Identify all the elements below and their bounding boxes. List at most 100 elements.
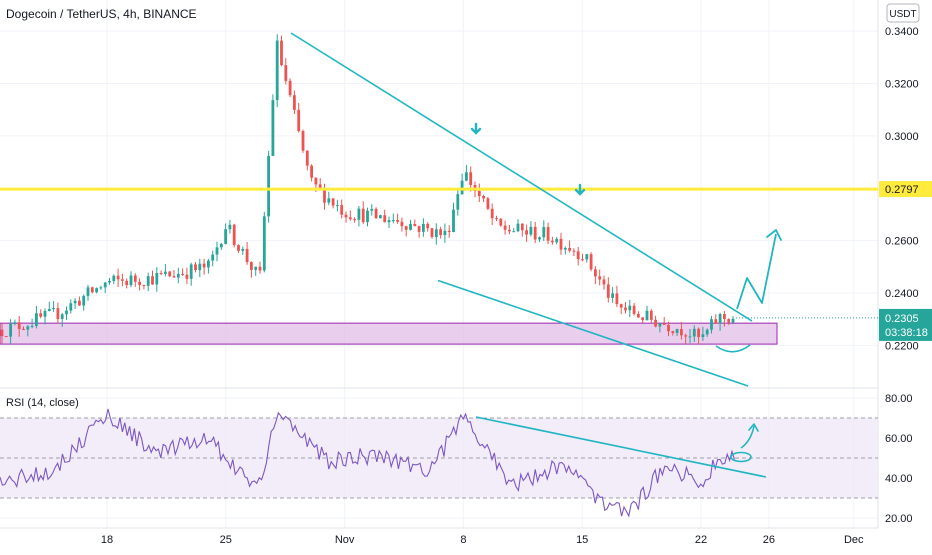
- time-tick-label: 8: [460, 534, 466, 546]
- candle-body: [701, 334, 705, 338]
- candle-body: [602, 279, 606, 285]
- candle-body: [482, 195, 485, 199]
- candle-body: [168, 271, 172, 277]
- candle-body: [219, 243, 223, 248]
- rsi-arrow-path[interactable]: [740, 425, 755, 449]
- down-arrow-icon[interactable]: [470, 122, 482, 135]
- rsi-trendline[interactable]: [475, 416, 767, 478]
- candle-body: [258, 266, 262, 271]
- candle-body: [47, 309, 51, 311]
- candle-body: [357, 208, 361, 220]
- rsi-circle[interactable]: [730, 451, 752, 463]
- candle-body: [323, 187, 326, 203]
- candle-body: [340, 205, 344, 215]
- candle-body: [710, 319, 713, 330]
- upper-trendline[interactable]: [290, 32, 753, 322]
- candle-body: [705, 329, 709, 335]
- candle-body: [671, 331, 675, 333]
- candle-body: [262, 216, 266, 271]
- candle-body: [426, 223, 430, 229]
- candle-body: [39, 313, 43, 317]
- currency-badge-box: [886, 3, 920, 23]
- rsi-panel-label[interactable]: RSI (14, close): [6, 397, 79, 409]
- candle-body: [379, 215, 382, 219]
- current-price-label: 0.2305: [885, 313, 919, 325]
- candle-body: [26, 326, 30, 330]
- candle-body: [73, 300, 77, 304]
- candle-body: [353, 219, 356, 221]
- rsi-band-layer: [0, 417, 878, 499]
- candle-body: [60, 314, 64, 320]
- candle-body: [56, 308, 60, 320]
- candle-body: [542, 227, 546, 238]
- candle-body: [374, 208, 378, 219]
- candle-body: [224, 229, 227, 244]
- candle-body: [82, 295, 86, 306]
- candle-body: [95, 288, 98, 293]
- smile-curve[interactable]: [715, 344, 751, 353]
- candle-body: [503, 225, 507, 230]
- candle-body: [533, 226, 537, 240]
- candle-body: [314, 177, 318, 185]
- candle-body: [159, 272, 163, 274]
- candle-body: [133, 275, 137, 282]
- candle-body: [624, 307, 627, 311]
- rsi-tick-label: 80.00: [885, 393, 913, 405]
- countdown-label: 03:38:18: [885, 327, 928, 339]
- rsi-band: [0, 418, 878, 498]
- candle-body: [185, 274, 189, 279]
- candle-body: [366, 210, 369, 223]
- candle-body: [409, 224, 412, 230]
- candle-body: [348, 217, 352, 220]
- candle-body: [589, 254, 593, 270]
- candle-body: [288, 80, 292, 96]
- candle-body: [151, 276, 154, 285]
- candle-body: [611, 293, 614, 298]
- candle-body: [211, 254, 215, 261]
- candle-body: [606, 284, 610, 298]
- candle-body: [327, 198, 331, 203]
- candle-body: [615, 293, 619, 305]
- level-label-box: [879, 181, 932, 198]
- candle-body: [284, 65, 288, 81]
- candle-body: [460, 180, 464, 195]
- down-arrow-icon[interactable]: [574, 183, 586, 196]
- candle-body: [585, 254, 589, 260]
- currency-badge[interactable]: USDT: [886, 3, 920, 23]
- projection-path[interactable]: [736, 233, 777, 310]
- lower-trendline[interactable]: [437, 279, 749, 387]
- candle-body: [692, 328, 696, 337]
- time-tick-label: 18: [101, 534, 113, 546]
- candle-body: [181, 273, 184, 275]
- candle-body: [78, 300, 81, 306]
- candle-body: [254, 266, 258, 270]
- candle-body: [439, 229, 442, 236]
- rsi-arrow-icon[interactable]: [748, 423, 759, 432]
- candle-body: [52, 308, 55, 310]
- price-tick-label: 0.3200: [885, 79, 919, 91]
- candle-body: [99, 287, 103, 289]
- candle-body: [13, 322, 17, 324]
- candle-body: [529, 226, 533, 235]
- candle-body: [0, 329, 4, 337]
- candle-body: [237, 245, 240, 251]
- currency-badge-label: USDT: [889, 9, 916, 20]
- candle-body: [9, 323, 12, 337]
- candle-body: [30, 325, 34, 327]
- candle-body: [336, 205, 339, 207]
- time-tick-label: 22: [695, 534, 707, 546]
- candle-body: [275, 40, 279, 101]
- support-zone[interactable]: [0, 322, 778, 345]
- zone-layer: [0, 322, 778, 345]
- candle-body: [417, 226, 421, 232]
- level-label: 0.2797: [885, 184, 919, 196]
- candle-body: [619, 304, 623, 308]
- candle-body: [176, 273, 180, 278]
- candle-body: [538, 237, 541, 240]
- candle-body: [598, 276, 602, 280]
- rsi-line: [0, 408, 735, 518]
- projection-arrow-icon[interactable]: [766, 229, 782, 241]
- candle-body: [675, 329, 679, 333]
- overlay-layer: [0, 32, 878, 387]
